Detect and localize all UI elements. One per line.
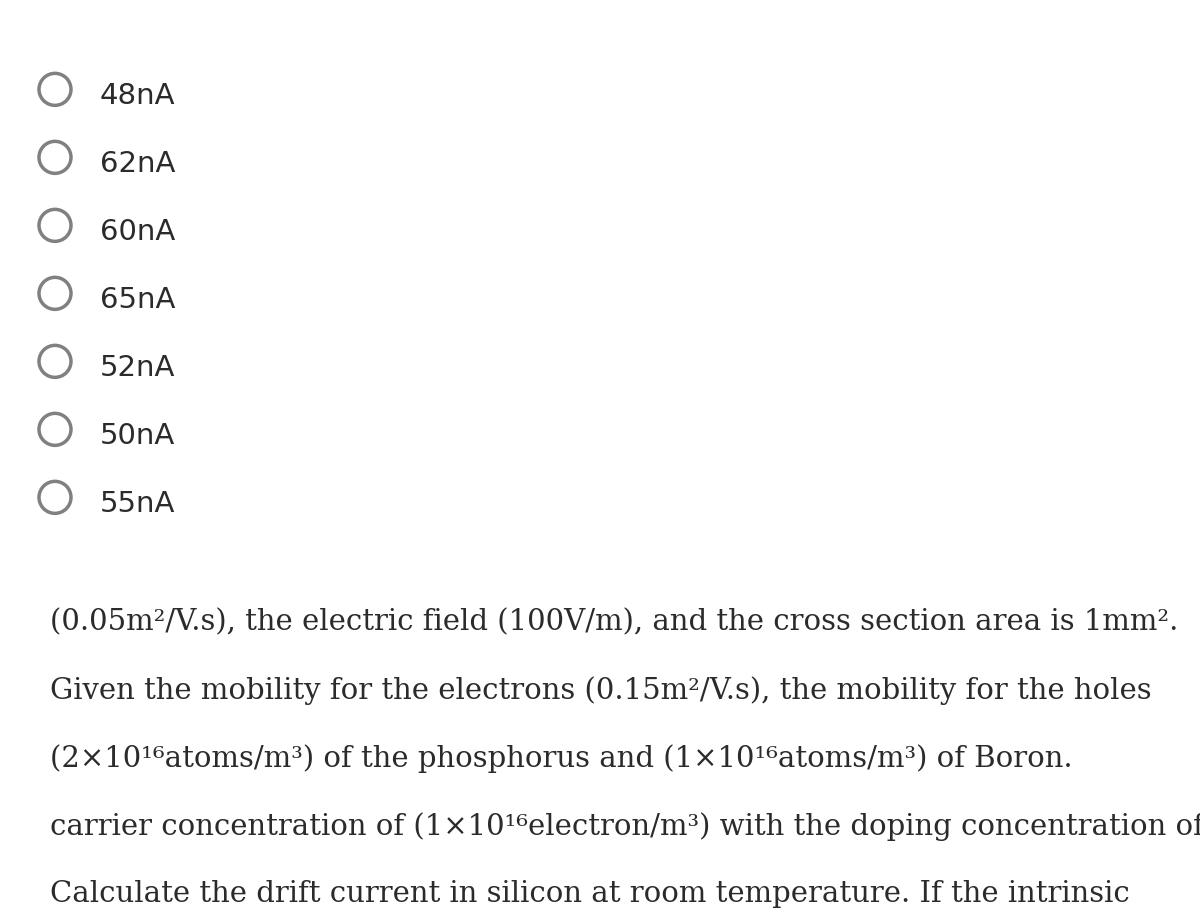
Text: 50nA: 50nA bbox=[100, 422, 175, 450]
Text: 55nA: 55nA bbox=[100, 490, 175, 518]
Text: (2×10¹⁶atoms/m³) of the phosphorus and (1×10¹⁶atoms/m³) of Boron.: (2×10¹⁶atoms/m³) of the phosphorus and (… bbox=[50, 744, 1073, 773]
Text: carrier concentration of (1×10¹⁶electron/m³) with the doping concentration of: carrier concentration of (1×10¹⁶electron… bbox=[50, 812, 1200, 841]
Text: 60nA: 60nA bbox=[100, 218, 175, 246]
Text: 62nA: 62nA bbox=[100, 150, 175, 178]
Text: Calculate the drift current in silicon at room temperature. If the intrinsic: Calculate the drift current in silicon a… bbox=[50, 880, 1129, 908]
Text: 52nA: 52nA bbox=[100, 354, 175, 382]
Text: 48nA: 48nA bbox=[100, 82, 175, 110]
Text: 65nA: 65nA bbox=[100, 286, 175, 314]
Text: (0.05m²/V.s), the electric field (100V/m), and the cross section area is 1mm².: (0.05m²/V.s), the electric field (100V/m… bbox=[50, 608, 1178, 636]
Text: Given the mobility for the electrons (0.15m²/V.s), the mobility for the holes: Given the mobility for the electrons (0.… bbox=[50, 676, 1152, 705]
